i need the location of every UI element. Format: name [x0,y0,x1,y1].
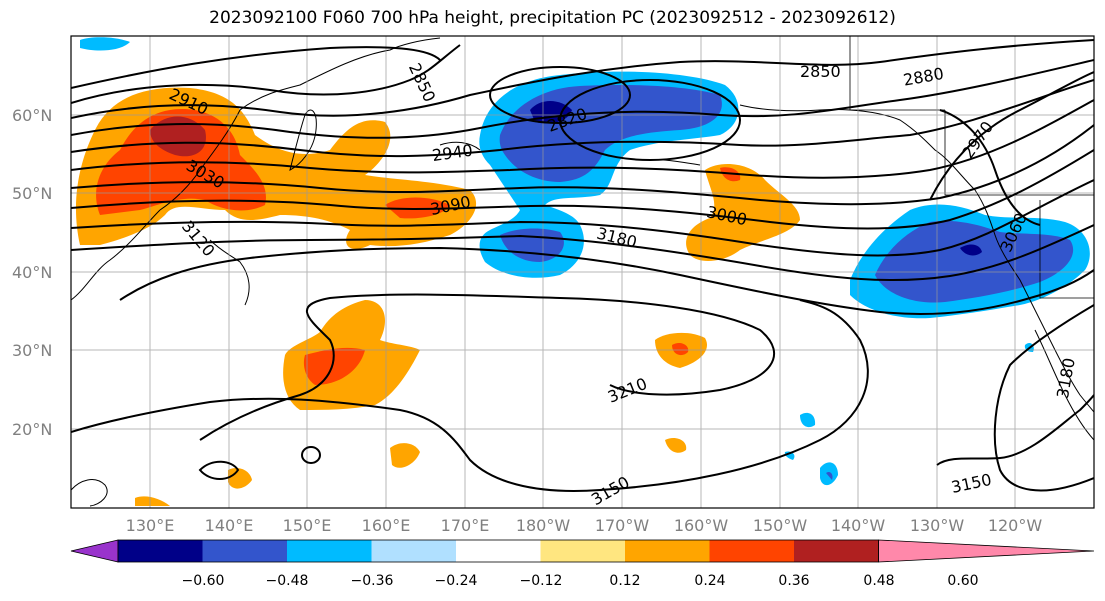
colorbar-segment [371,540,457,562]
colorbar-extend-high [878,539,1095,563]
colorbar-tick-label: 0.36 [778,573,809,589]
lon-label: 130°E [126,516,175,535]
lon-label: 160°E [362,516,411,535]
colorbar-tick-label: −0.24 [435,573,478,589]
lon-label: 120°W [988,516,1043,535]
colorbar-tick-label: −0.60 [182,573,225,589]
height-contours [71,39,1094,492]
lon-label: 170°W [595,516,650,535]
longitude-labels: 130°E 140°E 150°E 160°E 170°E 180°W 170°… [126,516,1043,535]
colorbar-tick-labels: −0.60 −0.48 −0.36 −0.24 −0.12 0.12 0.24 … [182,573,979,589]
colorbar-tick-label: 0.24 [694,573,725,589]
political-borders [849,36,1094,299]
lon-label: 140°E [205,516,254,535]
colorbar [70,539,1095,563]
colorbar-frame [117,539,879,563]
colorbar-segment [287,540,372,562]
colorbar-tick-label: −0.48 [266,573,309,589]
colorbar-tick-label: 0.48 [863,573,894,589]
colorbar-tick-label: 0.12 [609,573,640,589]
lon-label: 150°E [283,516,332,535]
colorbar-segment [794,540,879,562]
contour-label: 2850 [800,62,841,81]
colorbar-segment [709,540,795,562]
colorbar-tick-label: 0.60 [947,573,978,589]
lon-label: 130°W [910,516,965,535]
lat-label: 20°N [12,420,52,439]
colorbar-tick-label: −0.36 [351,573,394,589]
lon-label: 140°W [831,516,886,535]
lat-label: 40°N [12,263,52,282]
contour-labels: 2850 2820 2850 2880 2910 2940 3030 3090 … [166,60,1078,508]
colorbar-segment [118,540,203,562]
lon-label: 160°W [674,516,729,535]
colorbar-segment [202,540,288,562]
colorbar-segment [456,540,541,562]
lat-label: 50°N [12,184,52,203]
colorbar-segment [625,540,710,562]
colorbar-segment [540,540,626,562]
latitude-labels: 60°N 50°N 40°N 30°N 20°N [12,106,52,439]
map-title: 2023092100 F060 700 hPa height, precipit… [209,8,896,28]
colorbar-tick-label: −0.12 [520,573,563,589]
lon-label: 180°W [516,516,571,535]
colorbar-extend-low [70,539,119,563]
lon-label: 150°W [753,516,808,535]
map-frame [70,35,1095,509]
lon-label: 170°E [441,516,490,535]
lat-label: 60°N [12,106,52,125]
lat-label: 30°N [12,341,52,360]
graticule [71,36,1094,508]
